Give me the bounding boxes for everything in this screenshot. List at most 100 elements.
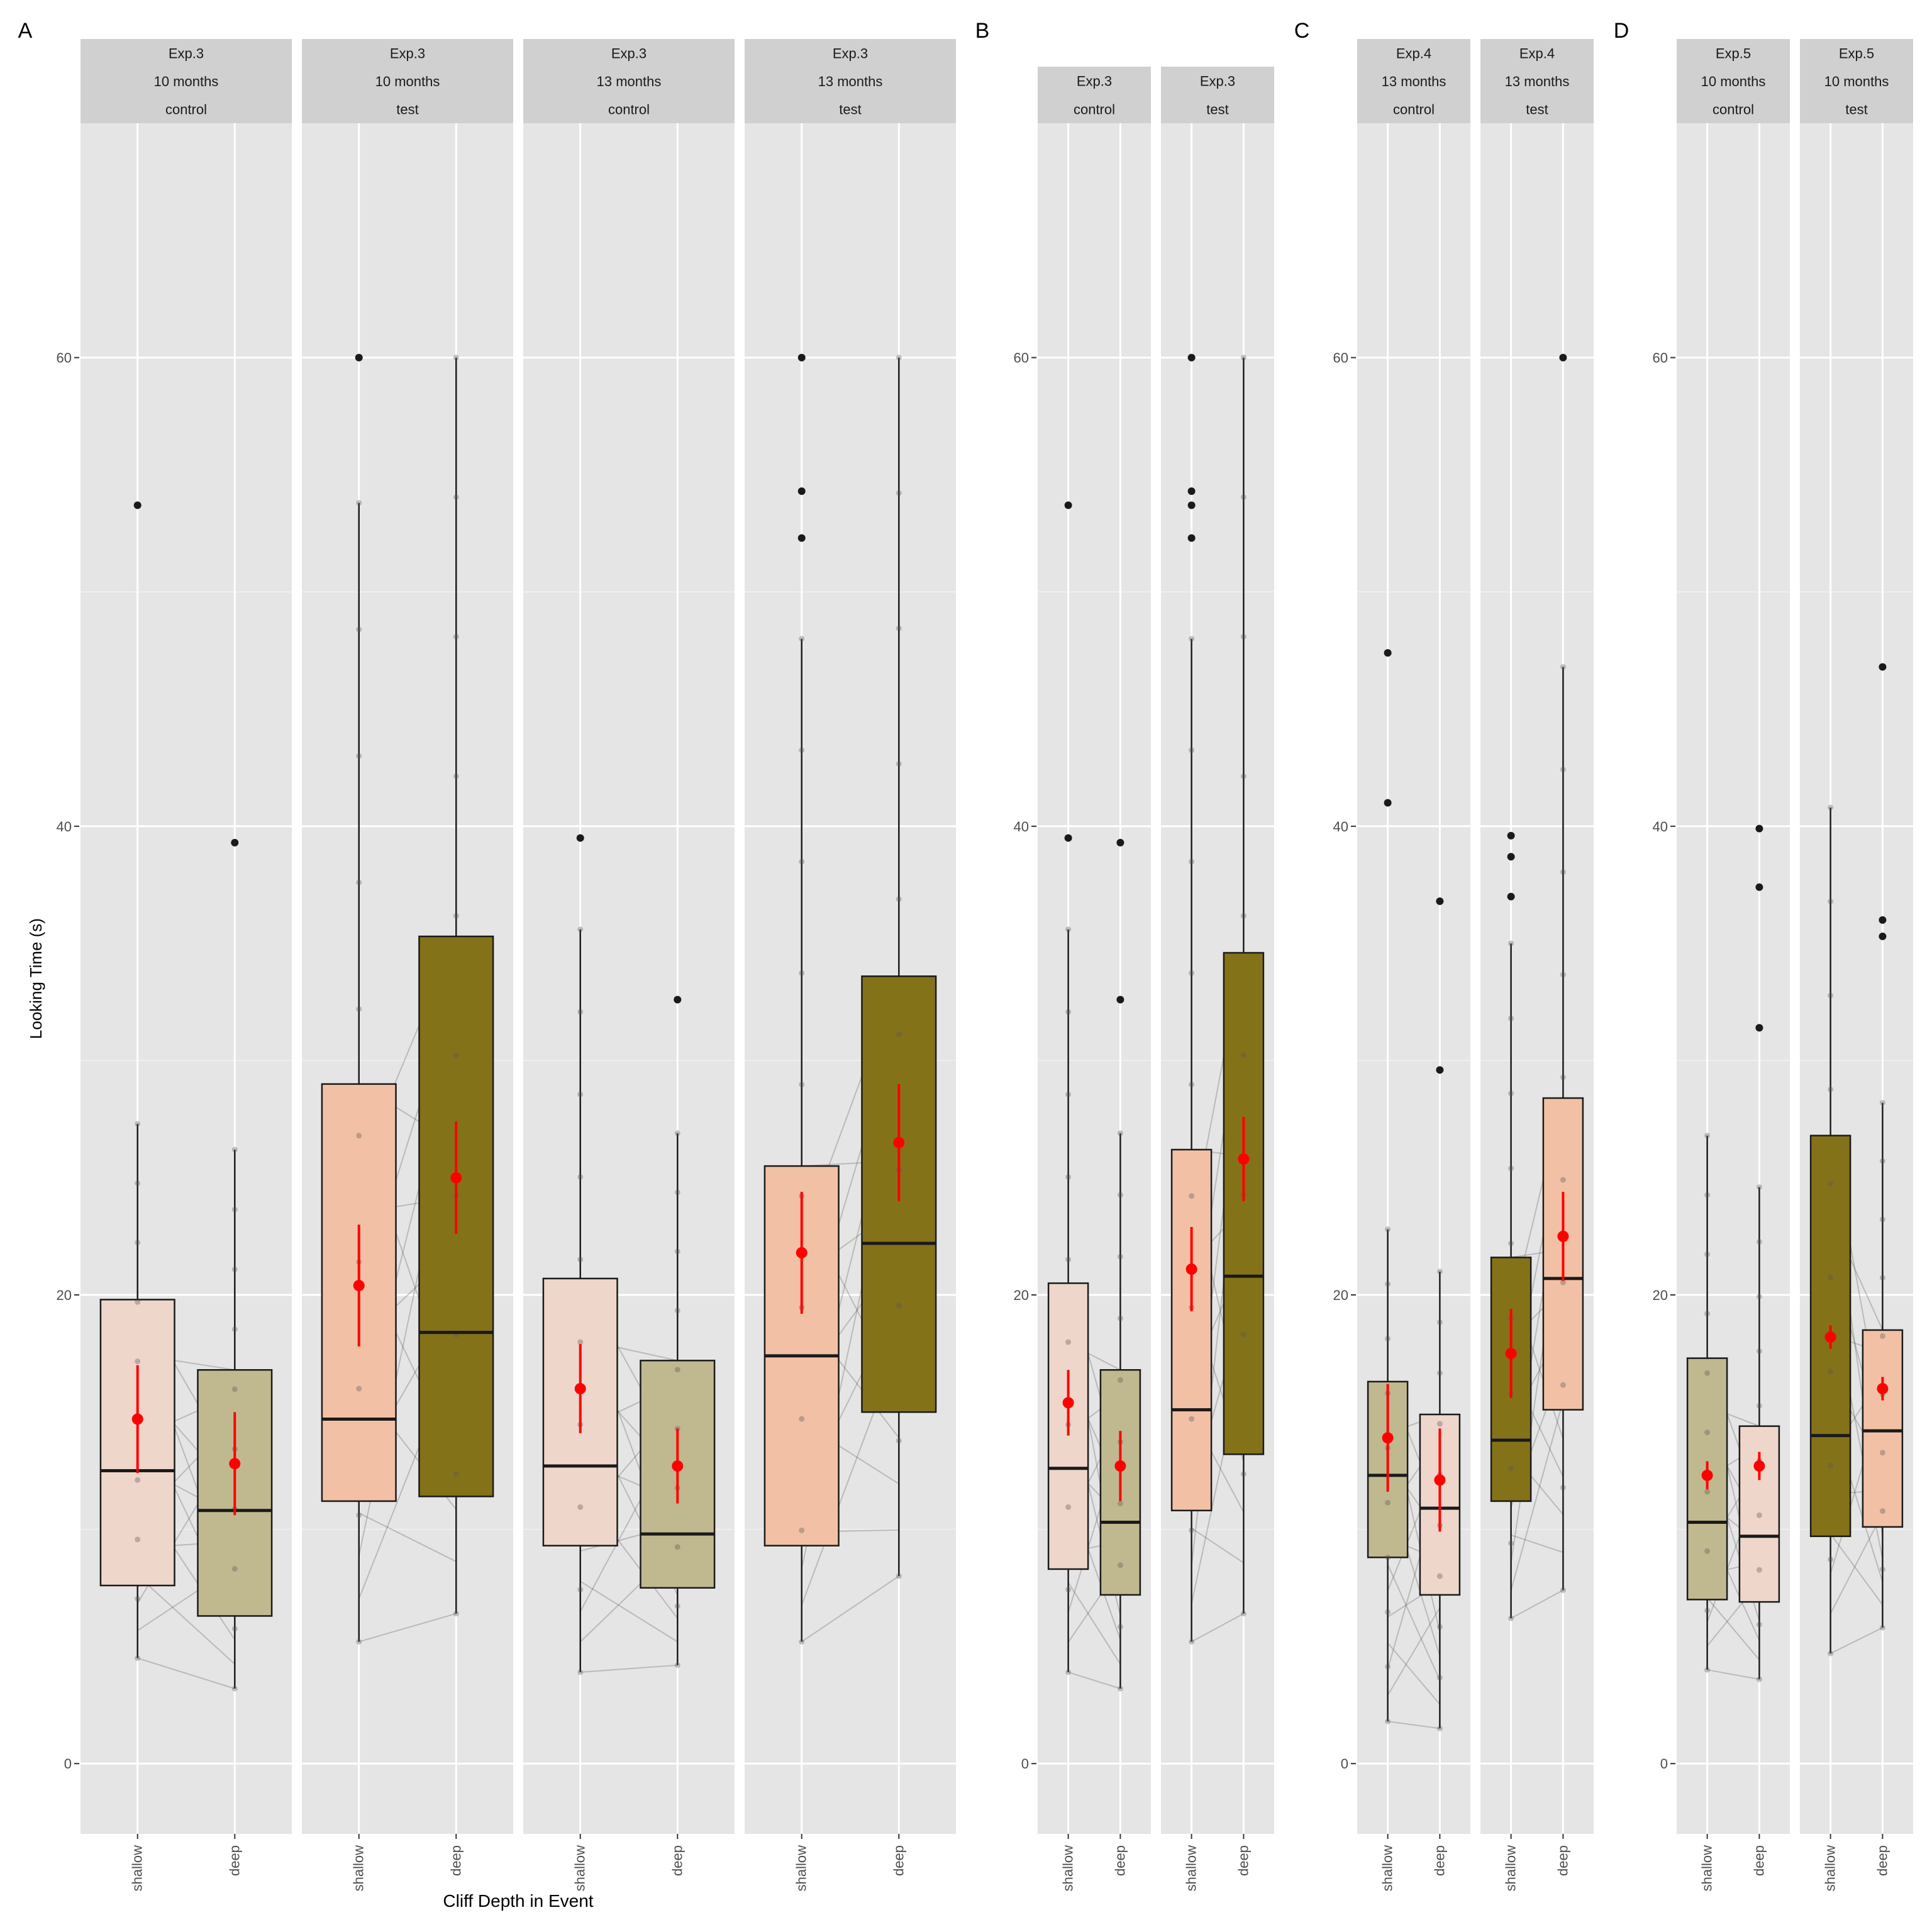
box-deep: deep [861, 355, 937, 1876]
outlier-point [1755, 883, 1763, 891]
raw-points [1828, 804, 1834, 1657]
raw-point [1756, 1567, 1762, 1573]
raw-point [1879, 1099, 1885, 1106]
outlier-point [1187, 353, 1196, 362]
raw-point [1828, 992, 1834, 999]
raw-point [1240, 1471, 1246, 1477]
strip-label: test [1845, 102, 1867, 118]
strip-label: Exp.3 [611, 45, 647, 61]
raw-point [1065, 1257, 1072, 1263]
x-tick-label: deep [1112, 1845, 1128, 1876]
raw-point [896, 1573, 902, 1579]
raw-point [1189, 1638, 1195, 1645]
raw-point [577, 1091, 584, 1097]
strip-label: control [165, 102, 207, 118]
strip-label: 10 months [375, 74, 440, 89]
strip-label: control [1713, 102, 1754, 118]
raw-point [799, 1527, 805, 1533]
y-tick-label: 60 [1653, 350, 1668, 366]
outlier-point [1436, 897, 1444, 906]
raw-point [1828, 1086, 1834, 1092]
raw-point [356, 626, 362, 633]
raw-point [1879, 1158, 1885, 1164]
raw-point [1756, 1621, 1762, 1628]
box-deep: deep [1542, 353, 1584, 1876]
raw-point [1117, 1130, 1123, 1136]
x-tick-label: shallow [1699, 1845, 1715, 1891]
raw-points [1240, 355, 1246, 1617]
raw-point [356, 1385, 362, 1392]
raw-point [356, 1512, 362, 1518]
raw-point [674, 1248, 680, 1255]
outlier-point [797, 353, 806, 362]
raw-point [1117, 1624, 1123, 1630]
box-rect [1170, 1148, 1213, 1512]
box-shallow: shallow [1809, 804, 1852, 1891]
raw-point [231, 1266, 238, 1272]
strip-label: 13 months [1382, 74, 1446, 89]
mean-point [1701, 1469, 1713, 1481]
raw-point [453, 773, 459, 779]
outlier-point [1116, 838, 1124, 847]
raw-point [1879, 1275, 1885, 1281]
y-tick-label: 40 [1333, 819, 1348, 835]
raw-points [1385, 1226, 1391, 1724]
facet-strip [1677, 39, 1790, 123]
paired-line [580, 1580, 678, 1643]
raw-point [1065, 1339, 1072, 1345]
mean-point [229, 1458, 241, 1470]
raw-point [674, 1130, 680, 1136]
outlier-point [355, 353, 363, 362]
raw-points [577, 926, 584, 1675]
panels-layer: A 0 20 40 60 Exp.3 10 months control shallow deep… [18, 19, 1913, 1891]
raw-point [1756, 1402, 1762, 1409]
strip-label: Exp.5 [1839, 45, 1874, 61]
raw-point [1189, 1193, 1195, 1199]
facet: Exp.3 10 months control shallow deep [80, 39, 292, 1891]
strip-label: 13 months [1505, 74, 1570, 89]
strip-label: 13 months [818, 74, 883, 89]
raw-point [1704, 1192, 1711, 1198]
box-rect [1862, 1329, 1904, 1528]
raw-point [231, 1566, 238, 1572]
box-shallow: shallow [99, 501, 175, 1891]
raw-point [1117, 1685, 1123, 1692]
outlier-point [1559, 353, 1567, 362]
outlier-point [1187, 487, 1196, 495]
raw-point [1189, 970, 1195, 976]
y-tick-label: 60 [57, 350, 72, 366]
raw-point [1436, 1725, 1443, 1731]
raw-point [453, 1471, 459, 1477]
raw-point [1385, 1554, 1391, 1560]
mean-point [450, 1172, 462, 1184]
raw-point [1879, 1216, 1885, 1223]
raw-point [896, 1031, 902, 1038]
strip-label: 10 months [154, 74, 219, 89]
raw-point [453, 633, 459, 640]
mean-point [672, 1460, 684, 1472]
raw-point [1117, 1253, 1123, 1260]
x-tick-label: shallow [351, 1845, 367, 1891]
x-tick-label: shallow [130, 1845, 145, 1891]
raw-point [135, 1655, 141, 1662]
raw-point [1065, 1504, 1072, 1510]
x-tick-label: shallow [1823, 1845, 1838, 1891]
raw-point [1560, 869, 1566, 875]
x-tick-label: shallow [794, 1845, 809, 1891]
x-tick-label: deep [1555, 1845, 1570, 1876]
raw-point [1189, 636, 1195, 642]
mean-point [1877, 1383, 1889, 1395]
paired-line [1511, 1589, 1563, 1619]
raw-point [896, 625, 902, 631]
strip-label: 13 months [597, 74, 662, 89]
raw-point [1436, 1421, 1443, 1427]
paired-line [1191, 1528, 1244, 1563]
x-tick-label: deep [1751, 1845, 1767, 1876]
raw-point [577, 1587, 584, 1593]
raw-point [1828, 1368, 1834, 1375]
box-deep: deep [1862, 663, 1904, 1876]
facet: Exp.3 test shallow deep [1161, 67, 1274, 1891]
panel-label: C [1294, 19, 1310, 43]
x-axis-label: Cliff Depth in Event [443, 1891, 593, 1911]
raw-point [1240, 1052, 1246, 1058]
